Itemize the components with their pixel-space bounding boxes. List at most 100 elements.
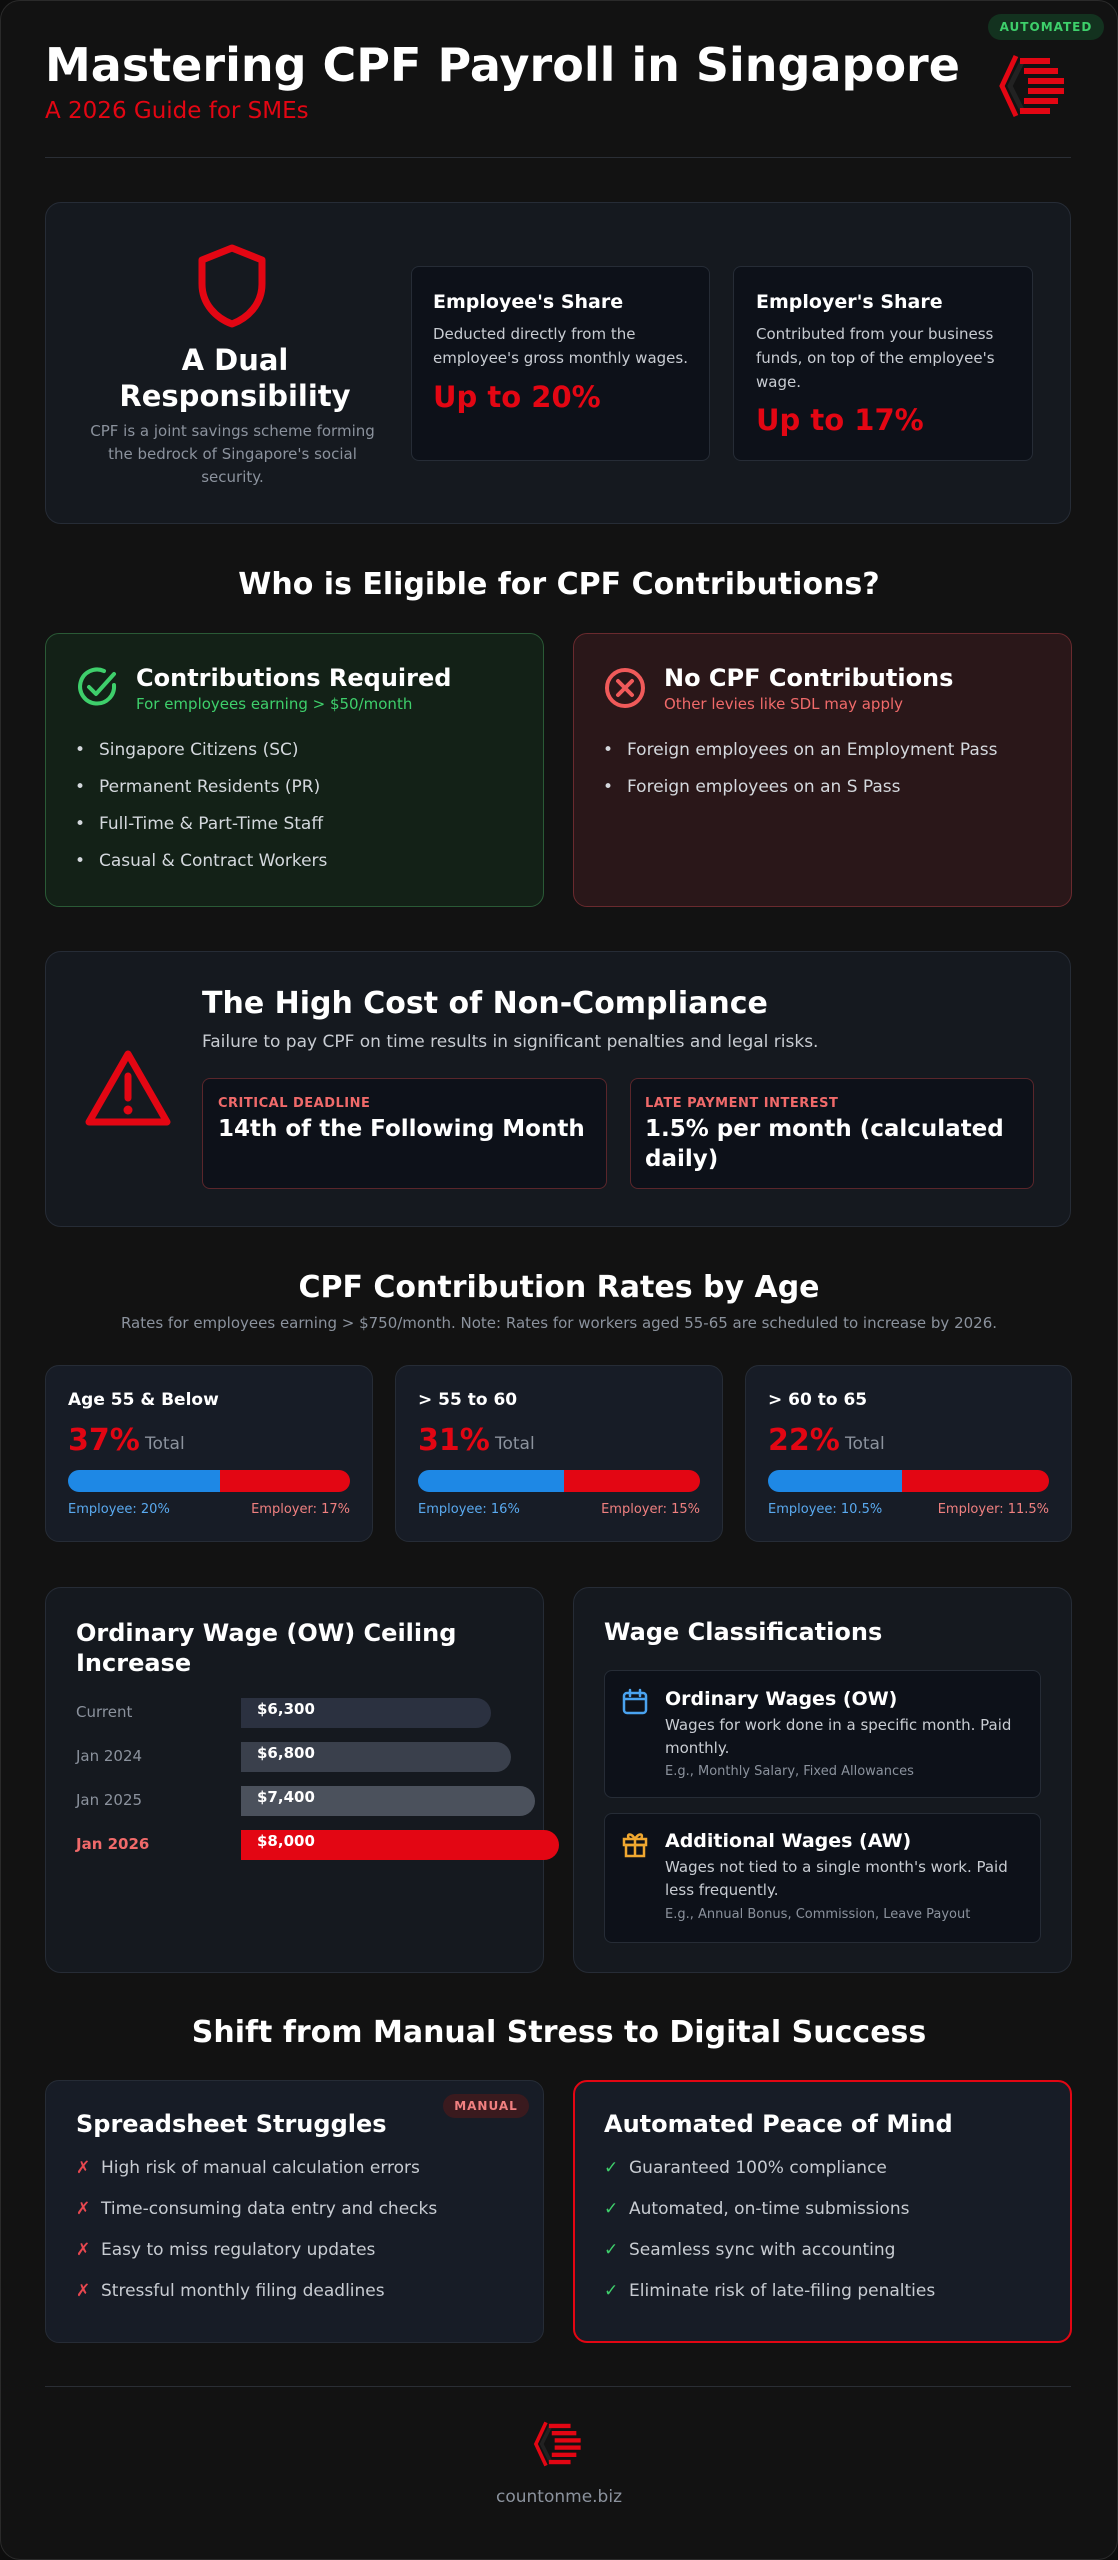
rate-total-word: Total — [845, 1434, 885, 1454]
employer-segment — [902, 1470, 1049, 1492]
list-item: ✗ Stressful monthly filing deadlines — [76, 2281, 385, 2301]
x-mark-icon: ✗ — [76, 2281, 91, 2301]
list-item: • Permanent Residents (PR) — [75, 777, 321, 797]
ow-category-label: Jan 2025 — [76, 1791, 143, 1809]
automated-peace-title: Automated Peace of Mind — [604, 2110, 953, 2138]
rate-card-55-to-60 — [395, 1365, 723, 1542]
list-item: ✗ High risk of manual calculation errors — [76, 2158, 420, 2178]
employee-segment — [768, 1470, 903, 1492]
spreadsheet-struggles-card — [45, 2080, 544, 2343]
employer-segment — [220, 1470, 350, 1492]
dual-description: CPF is a joint savings scheme forming th… — [90, 422, 375, 486]
ow-value-label: $6,800 — [257, 1744, 315, 1762]
rate-age-label: Age 55 & Below — [68, 1390, 219, 1410]
employee-rate-label: Employee: 20% — [68, 1502, 170, 1517]
no-contributions-card — [573, 633, 1072, 907]
no-contributions-subtitle: Other levies like SDL may apply — [664, 695, 904, 713]
spreadsheet-struggles-title: Spreadsheet Struggles — [76, 2110, 387, 2138]
shift-heading: Shift from Manual Stress to Digital Succ… — [191, 2015, 927, 2050]
ow-bar: $6,800 — [241, 1742, 512, 1772]
employee-segment — [68, 1470, 221, 1492]
list-item: ✓ Seamless sync with accounting — [604, 2240, 896, 2260]
automated-peace-card — [573, 2080, 1072, 2343]
no-contributions-list: • Foreign employees on an Employment Pass… — [603, 740, 1053, 814]
rate-card-60-to-65 — [745, 1365, 1072, 1542]
interest-value: 1.5% per month (calculated daily) — [645, 1116, 1004, 1172]
list-item: • Full-Time & Part-Time Staff — [75, 814, 324, 834]
employee-share-text: Deducted directly from the employee's gr… — [433, 325, 688, 367]
ordinary-wages-example: E.g., Monthly Salary, Fixed Allowances — [665, 1764, 914, 1779]
warning-triangle-icon — [85, 1050, 171, 1126]
ow-bar: $7,400 — [241, 1786, 536, 1816]
rates-note: Rates for employees earning > $750/month… — [120, 1314, 998, 1332]
additional-wages-title: Additional Wages (AW) — [665, 1830, 912, 1852]
deadline-value: 14th of the Following Month — [218, 1116, 585, 1142]
rate-age-label: > 55 to 60 — [418, 1390, 518, 1410]
rate-total-word: Total — [145, 1434, 185, 1454]
contributions-required-card — [45, 633, 544, 907]
employer-share-title: Employer's Share — [756, 291, 943, 313]
x-mark-icon: ✗ — [76, 2158, 91, 2178]
page-title: Mastering CPF Payroll in Singapore — [45, 38, 960, 92]
x-mark-icon: ✗ — [76, 2240, 91, 2260]
list-item: ✗ Time-consuming data entry and checks — [76, 2199, 438, 2219]
x-circle-icon — [605, 668, 645, 708]
required-list: • Singapore Citizens (SC) • Permanent Resi… — [75, 740, 515, 888]
list-item: • Foreign employees on an S Pass — [603, 777, 901, 797]
check-mark-icon: ✓ — [604, 2158, 619, 2178]
employee-segment — [418, 1470, 564, 1492]
ow-value-label: $6,300 — [257, 1700, 315, 1718]
rate-total: 37% — [68, 1423, 140, 1458]
shield-icon — [198, 244, 266, 328]
ordinary-wages-title: Ordinary Wages (OW) — [665, 1688, 898, 1710]
list-item: ✓ Guaranteed 100% compliance — [604, 2158, 887, 2178]
calendar-icon — [622, 1688, 648, 1715]
compliance-text: Failure to pay CPF on time results in si… — [202, 1032, 819, 1052]
check-mark-icon: ✓ — [604, 2281, 619, 2301]
additional-wages-text: Wages not tied to a single month's work.… — [665, 1858, 1008, 1899]
rate-age-label: > 60 to 65 — [768, 1390, 868, 1410]
manual-list: ✗ High risk of manual calculation errors … — [76, 2158, 526, 2322]
footer-site-link[interactable]: countonme.biz — [496, 2487, 622, 2507]
employer-share-value: Up to 17% — [756, 403, 924, 437]
contributions-required-subtitle: For employees earning > $50/month — [136, 695, 413, 713]
contributions-required-title: Contributions Required — [136, 664, 452, 692]
check-mark-icon: ✓ — [604, 2240, 619, 2260]
additional-wages-example: E.g., Annual Bonus, Commission, Leave Pa… — [665, 1907, 971, 1922]
rate-total: 31% — [418, 1423, 490, 1458]
deadline-card — [202, 1078, 607, 1189]
ordinary-wages-card — [604, 1670, 1041, 1798]
list-item: ✓ Automated, on-time submissions — [604, 2199, 910, 2219]
header-divider — [45, 157, 1071, 158]
employer-segment — [563, 1470, 700, 1492]
employee-rate-label: Employee: 16% — [418, 1502, 520, 1517]
employee-share-title: Employee's Share — [433, 291, 624, 313]
ow-category-label: Jan 2024 — [76, 1747, 143, 1765]
page-subtitle: A 2026 Guide for SMEs — [45, 98, 309, 124]
manual-badge: MANUAL — [443, 2094, 529, 2118]
employer-share-card — [733, 266, 1033, 461]
employee-rate-label: Employee: 10.5% — [768, 1502, 883, 1517]
rate-total: 22% — [768, 1423, 840, 1458]
rate-split-bar — [68, 1470, 350, 1492]
employer-rate-label: Employer: 11.5% — [937, 1502, 1049, 1517]
dual-title: A Dual Responsibility — [119, 343, 351, 413]
ow-bar: $8,000 — [241, 1830, 559, 1860]
list-item: ✓ Eliminate risk of late-filing penalties — [604, 2281, 936, 2301]
rates-heading: CPF Contribution Rates by Age — [298, 1270, 820, 1305]
ow-category-label: Current — [76, 1703, 133, 1721]
deadline-label: CRITICAL DEADLINE — [218, 1096, 371, 1111]
rate-split-bar — [418, 1470, 700, 1492]
employee-share-card — [411, 266, 710, 461]
ow-category-label: Jan 2026 — [76, 1835, 150, 1853]
eligibility-heading: Who is Eligible for CPF Contributions? — [238, 567, 880, 602]
interest-label: LATE PAYMENT INTEREST — [645, 1096, 839, 1111]
list-item: • Foreign employees on an Employment Pass — [603, 740, 998, 760]
rate-total-word: Total — [495, 1434, 535, 1454]
no-contributions-title: No CPF Contributions — [664, 664, 954, 692]
employer-rate-label: Employer: 15% — [601, 1502, 700, 1517]
wage-classifications-title: Wage Classifications — [604, 1618, 883, 1646]
x-mark-icon: ✗ — [76, 2199, 91, 2219]
ow-ceiling-card: Ordinary Wage (OW) Ceiling Increase Curr… — [45, 1587, 559, 1973]
automated-list: ✓ Guaranteed 100% compliance ✓ Automated, … — [604, 2158, 1054, 2322]
